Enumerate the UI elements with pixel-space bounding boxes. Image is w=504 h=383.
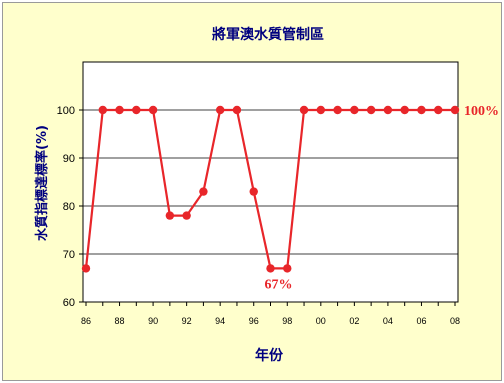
chart-title: 將軍澳水質管制區 (212, 26, 324, 43)
x-axis-ticks: 86 88 90 92 94 96 98 00 02 04 06 08 (81, 302, 460, 326)
x-tick-label: 90 (148, 316, 158, 326)
data-point (333, 105, 342, 115)
data-point (283, 264, 292, 273)
data-point (400, 105, 409, 115)
data-series (81, 105, 460, 273)
y-tick-label: 60 (63, 297, 75, 309)
x-tick-label: 98 (282, 316, 292, 326)
x-tick-label: 92 (182, 316, 192, 326)
x-tick-label: 04 (383, 316, 393, 326)
y-tick-label: 80 (63, 201, 75, 213)
data-point (182, 211, 191, 220)
data-point (132, 105, 141, 115)
data-point (215, 105, 225, 115)
x-tick-label: 86 (81, 316, 91, 326)
x-tick-label: 96 (249, 316, 259, 326)
x-tick-label: 02 (349, 316, 359, 326)
data-point (366, 105, 376, 115)
y-tick-label: 70 (63, 249, 75, 261)
y-axis-ticks: 60 70 80 90 100 (57, 105, 83, 309)
x-tick-label: 08 (450, 316, 460, 326)
x-axis-label: 年份 (255, 347, 284, 364)
data-point (165, 211, 175, 220)
data-point (316, 105, 326, 115)
data-point (299, 105, 309, 115)
data-point (350, 105, 359, 115)
annotations: 67% 100% (265, 104, 500, 292)
data-point (383, 105, 393, 115)
y-tick-label: 90 (63, 153, 75, 165)
data-point (417, 105, 426, 115)
data-point (249, 187, 258, 196)
x-tick-label: 94 (215, 316, 225, 326)
annotation-label: 67% (265, 277, 293, 292)
y-tick-label: 100 (57, 105, 75, 117)
x-tick-label: 06 (416, 316, 426, 326)
line-chart: 將軍澳水質管制區 60 70 80 90 100 86 88 90 92 94 96 98 00 02 0… (34, 26, 500, 364)
data-point (450, 105, 460, 115)
data-point (81, 264, 91, 273)
plot-area (82, 61, 459, 303)
data-point (148, 105, 158, 115)
data-point (266, 264, 275, 273)
gridlines (83, 109, 458, 255)
data-point (199, 187, 208, 196)
data-point (98, 105, 107, 115)
data-point (115, 105, 124, 115)
data-point (232, 105, 242, 115)
y-axis-label: 水質指標達標率(%) (34, 125, 50, 241)
annotation-label: 100% (464, 104, 499, 119)
x-tick-label: 88 (115, 316, 125, 326)
data-point (434, 105, 443, 115)
x-tick-label: 00 (316, 316, 326, 326)
